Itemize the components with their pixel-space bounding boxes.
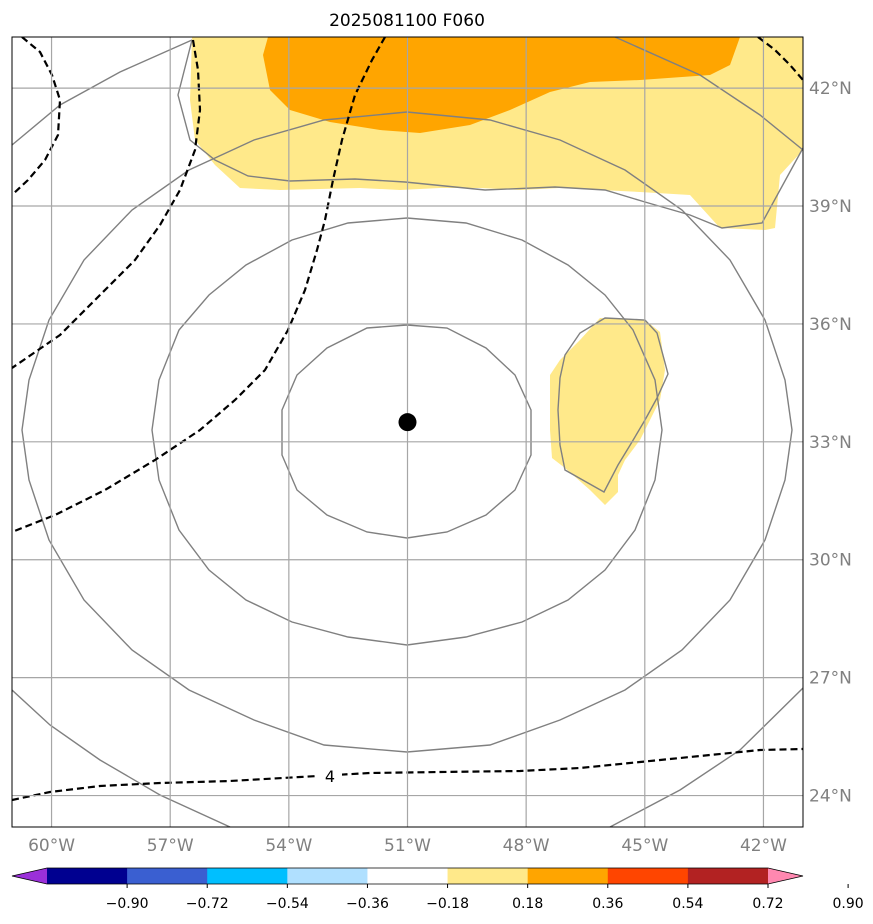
colorbar-tick-label: −0.54: [266, 896, 309, 912]
colorbar-tick-label: 0.90: [833, 896, 864, 912]
lat-label: 33°N: [809, 433, 852, 453]
lon-label: 45°W: [621, 836, 668, 856]
colorbar-tick-label: −0.90: [106, 896, 149, 912]
colorbar-extend-low: [12, 868, 47, 884]
lon-label: 51°W: [384, 836, 431, 856]
dashed-contour-south: [12, 747, 803, 802]
colorbar-swatch: [607, 868, 689, 884]
colorbar-extend-high: [768, 868, 803, 884]
solid-contour-north-lobe: [177, 39, 803, 229]
colorbar-tick-label: −0.72: [186, 896, 229, 912]
colorbar-tick-label: −0.36: [346, 896, 389, 912]
colorbar-swatch: [687, 868, 769, 884]
solid-contour-east-lobe: [557, 317, 669, 493]
colorbar-tick-label: −0.18: [426, 896, 469, 912]
colorbar-outline: [11, 867, 804, 885]
colorbar-swatch: [367, 868, 449, 884]
map-frame: [11, 36, 804, 828]
colorbar-swatch: [47, 868, 128, 884]
lon-label: 60°W: [28, 836, 75, 856]
colorbar-tick-label: 0.36: [592, 896, 623, 912]
colorbar-tick-label: 0.18: [512, 896, 543, 912]
chart-title: 2025081100 F060: [329, 11, 485, 31]
lat-label: 27°N: [809, 669, 852, 689]
map-content: 4: [12, 37, 803, 827]
dashed-contour-west: [12, 39, 202, 369]
colorbar-tick-label: 0.72: [752, 896, 783, 912]
lat-label: 30°N: [809, 551, 852, 571]
colorbar-swatch: [127, 868, 208, 884]
lon-label: 54°W: [265, 836, 312, 856]
lon-label: 48°W: [503, 836, 550, 856]
lat-label: 39°N: [809, 197, 852, 217]
lon-label: 57°W: [147, 836, 194, 856]
lon-label: 42°W: [740, 836, 787, 856]
colorbar-swatch: [287, 868, 368, 884]
colorbar-swatch: [527, 868, 609, 884]
shading-medium-north: [263, 37, 740, 133]
colorbar-swatch: [207, 868, 288, 884]
colorbar: −0.90 −0.72 −0.54 −0.36 −0.18 0.18 0.36 0.54 0.7…: [11, 867, 864, 912]
center-marker: [398, 413, 417, 432]
lat-label: 36°N: [809, 315, 852, 335]
gridlines: [12, 37, 803, 827]
contour-label: 4: [325, 767, 335, 786]
lat-label: 24°N: [809, 787, 852, 807]
colorbar-tick-label: 0.54: [672, 896, 703, 912]
contour-label-bg: [318, 766, 342, 786]
shading-light-east: [550, 318, 665, 505]
colorbar-swatch: [447, 868, 529, 884]
latitude-labels: 24°N 27°N 30°N 33°N 36°N 39°N 42°N: [809, 79, 852, 806]
lat-label: 42°N: [809, 79, 852, 99]
longitude-labels: 60°W 57°W 54°W 51°W 48°W 45°W 42°W: [28, 836, 787, 856]
dashed-contour-trough: [12, 37, 386, 534]
dashed-contours: [12, 37, 803, 802]
dashed-contour-northwest: [12, 37, 62, 196]
map-panel: 4 24°N 27°N 30°N 33°N 36°N 39°N 42°N 60°W 57°W 5…: [11, 36, 852, 856]
